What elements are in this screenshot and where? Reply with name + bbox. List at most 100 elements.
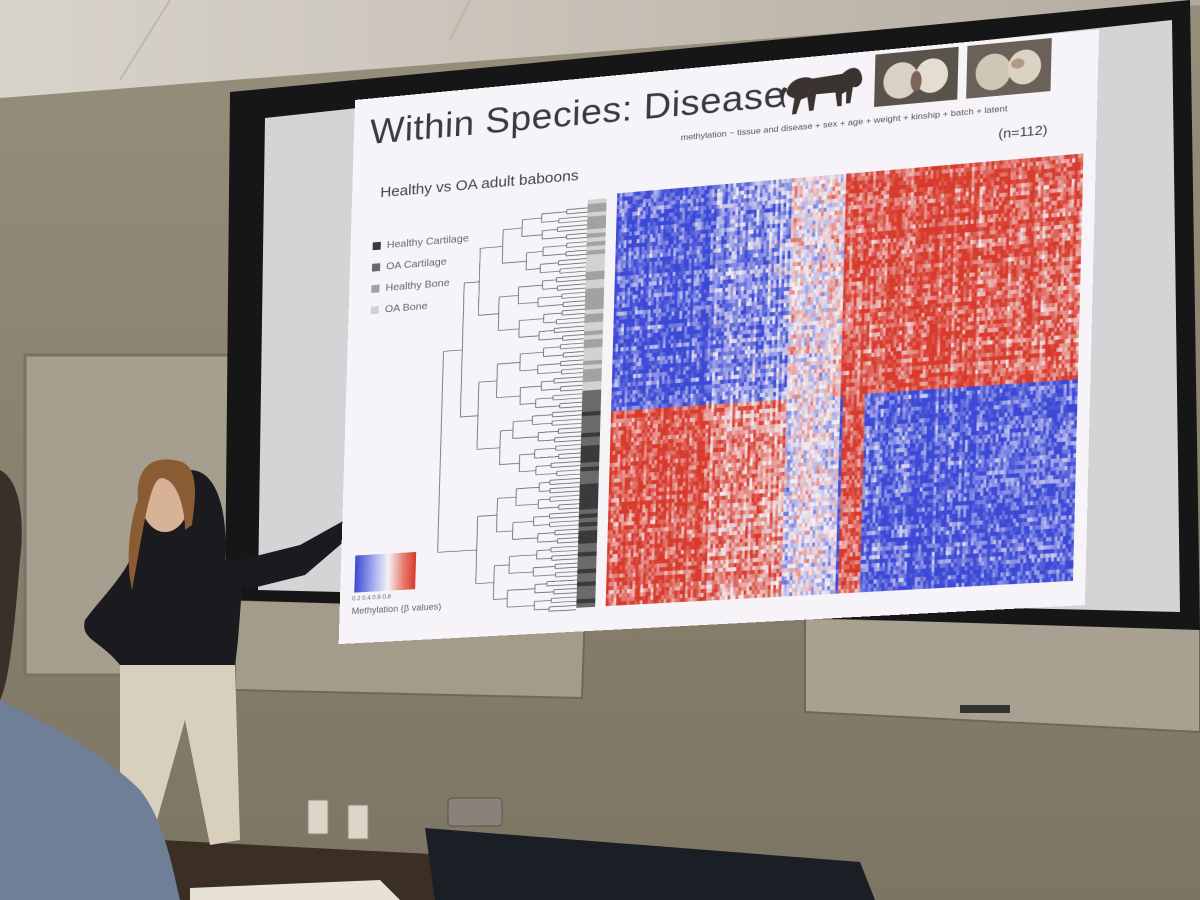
- dendrogram-branch: [536, 465, 551, 466]
- dendrogram-branch: [550, 491, 580, 493]
- whiteboard-right: [805, 618, 1200, 732]
- dendrogram-branch: [559, 504, 579, 505]
- dendrogram-branch: [551, 466, 580, 468]
- dendrogram-branch: [538, 541, 558, 542]
- dendrogram-branch: [478, 515, 497, 516]
- dendrogram-branch: [499, 295, 518, 297]
- dendrogram-branch: [559, 221, 587, 223]
- dendrogram-branch: [539, 338, 563, 340]
- dendrogram-branch: [558, 225, 588, 227]
- dendrogram-branch: [538, 372, 562, 374]
- dendrogram-branch: [534, 516, 550, 517]
- dendrogram-branch: [503, 228, 522, 230]
- dendrogram-branch: [556, 280, 585, 282]
- dendrogram-branch: [550, 495, 579, 497]
- dendrogram-branch: [557, 288, 585, 290]
- dendrogram-branch: [554, 326, 584, 328]
- dendrogram-branch: [555, 567, 577, 568]
- dendrogram-branch: [536, 398, 553, 399]
- dendrogram-branch: [551, 601, 576, 602]
- dendrogram-branch: [561, 385, 583, 387]
- dendrogram-branch: [544, 322, 557, 323]
- dendrogram-branch: [560, 347, 583, 349]
- dendrogram-branch: [499, 463, 519, 464]
- dendrogram-branch: [557, 470, 580, 472]
- dendrogram-branch: [550, 500, 579, 502]
- sample-size-label: (n=112): [998, 122, 1048, 142]
- dendrogram-branch: [550, 512, 579, 514]
- dendrogram-branch: [558, 428, 581, 430]
- dendrogram-branch: [559, 216, 587, 218]
- dendrogram-branch: [562, 292, 585, 294]
- dendrogram-branch: [560, 402, 582, 404]
- dendrogram-branch: [551, 461, 580, 463]
- dendrogram-branch: [556, 449, 581, 451]
- dendrogram-branch: [561, 373, 583, 375]
- slide-subtitle: Healthy vs OA adult baboons: [380, 167, 579, 201]
- dendrogram-branch: [558, 263, 586, 265]
- dendrogram-branch: [567, 208, 588, 210]
- dendrogram-branch: [519, 285, 543, 287]
- dendrogram-branch: [541, 381, 554, 382]
- dendrogram-branch: [556, 444, 581, 446]
- dendrogram-branch: [520, 370, 538, 371]
- dendrogram-branch: [554, 330, 584, 332]
- dendrogram-branch: [438, 550, 477, 552]
- dendrogram-branch: [552, 415, 581, 417]
- dendrogram-branch: [556, 322, 584, 324]
- dendrogram-branch: [533, 575, 555, 576]
- dendrogram-branch: [520, 454, 535, 455]
- dendrogram-branch: [543, 245, 567, 247]
- dendrogram-branch: [543, 280, 557, 281]
- dendrogram-branch: [551, 546, 578, 548]
- dendrogram-branch: [518, 302, 538, 304]
- dendrogram-branch: [536, 406, 560, 408]
- dendrogram-branch: [567, 233, 587, 235]
- dendrogram-branch: [539, 330, 554, 331]
- dendrogram-branch: [535, 448, 556, 449]
- dendrogram-branch: [556, 275, 585, 277]
- dendrogram-branch: [444, 350, 463, 351]
- dendrogram-branch: [540, 263, 558, 264]
- dendrogram-branch: [555, 533, 579, 534]
- dendrogram-branch: [497, 362, 520, 364]
- sample-dendrogram: [425, 206, 587, 620]
- dendrogram-branch: [556, 576, 578, 577]
- dendrogram-branch: [560, 406, 582, 408]
- dendrogram-branch: [535, 600, 552, 601]
- dendrogram-branch: [544, 313, 562, 314]
- marker-tray: [960, 705, 1010, 713]
- dendrogram-branch: [519, 319, 543, 321]
- dendrogram-branch: [460, 416, 478, 417]
- dendrogram-branch: [513, 437, 538, 439]
- dendrogram-branch: [552, 559, 578, 560]
- cup: [448, 798, 502, 826]
- dendrogram-branch: [550, 487, 580, 489]
- legend-swatch-healthy-cartilage: [373, 242, 381, 250]
- dendrogram-branch: [558, 284, 586, 286]
- dendrogram-branch: [496, 396, 520, 398]
- dendrogram-branch: [438, 351, 444, 552]
- presentation-slide: Within Species: Disease methylation ~ ti…: [339, 29, 1099, 644]
- dendrogram-branch: [509, 555, 536, 557]
- methylation-colorbar: [354, 552, 416, 593]
- dendrogram-branch: [538, 533, 555, 534]
- dendrogram-branch: [556, 318, 584, 320]
- dendrogram-branch: [538, 507, 559, 508]
- dendrogram-branch: [557, 474, 580, 476]
- dendrogram-branch: [493, 599, 507, 600]
- dendrogram-branch: [533, 525, 549, 526]
- dendrogram-branch: [477, 448, 500, 450]
- dendrogram-branch: [554, 589, 577, 590]
- dendrogram-branch: [558, 259, 586, 261]
- dendrogram-branch: [558, 432, 581, 434]
- dendrogram-branch: [547, 584, 577, 586]
- dendrogram-branch: [542, 221, 559, 222]
- wall-outlet-1: [308, 800, 328, 834]
- dendrogram-branch: [555, 440, 581, 442]
- dendrogram-branch: [562, 309, 585, 311]
- dendrogram-branch: [464, 282, 479, 283]
- dendrogram-branch: [554, 593, 577, 594]
- dendrogram-branch: [539, 482, 550, 483]
- dendrogram-branch: [507, 606, 534, 607]
